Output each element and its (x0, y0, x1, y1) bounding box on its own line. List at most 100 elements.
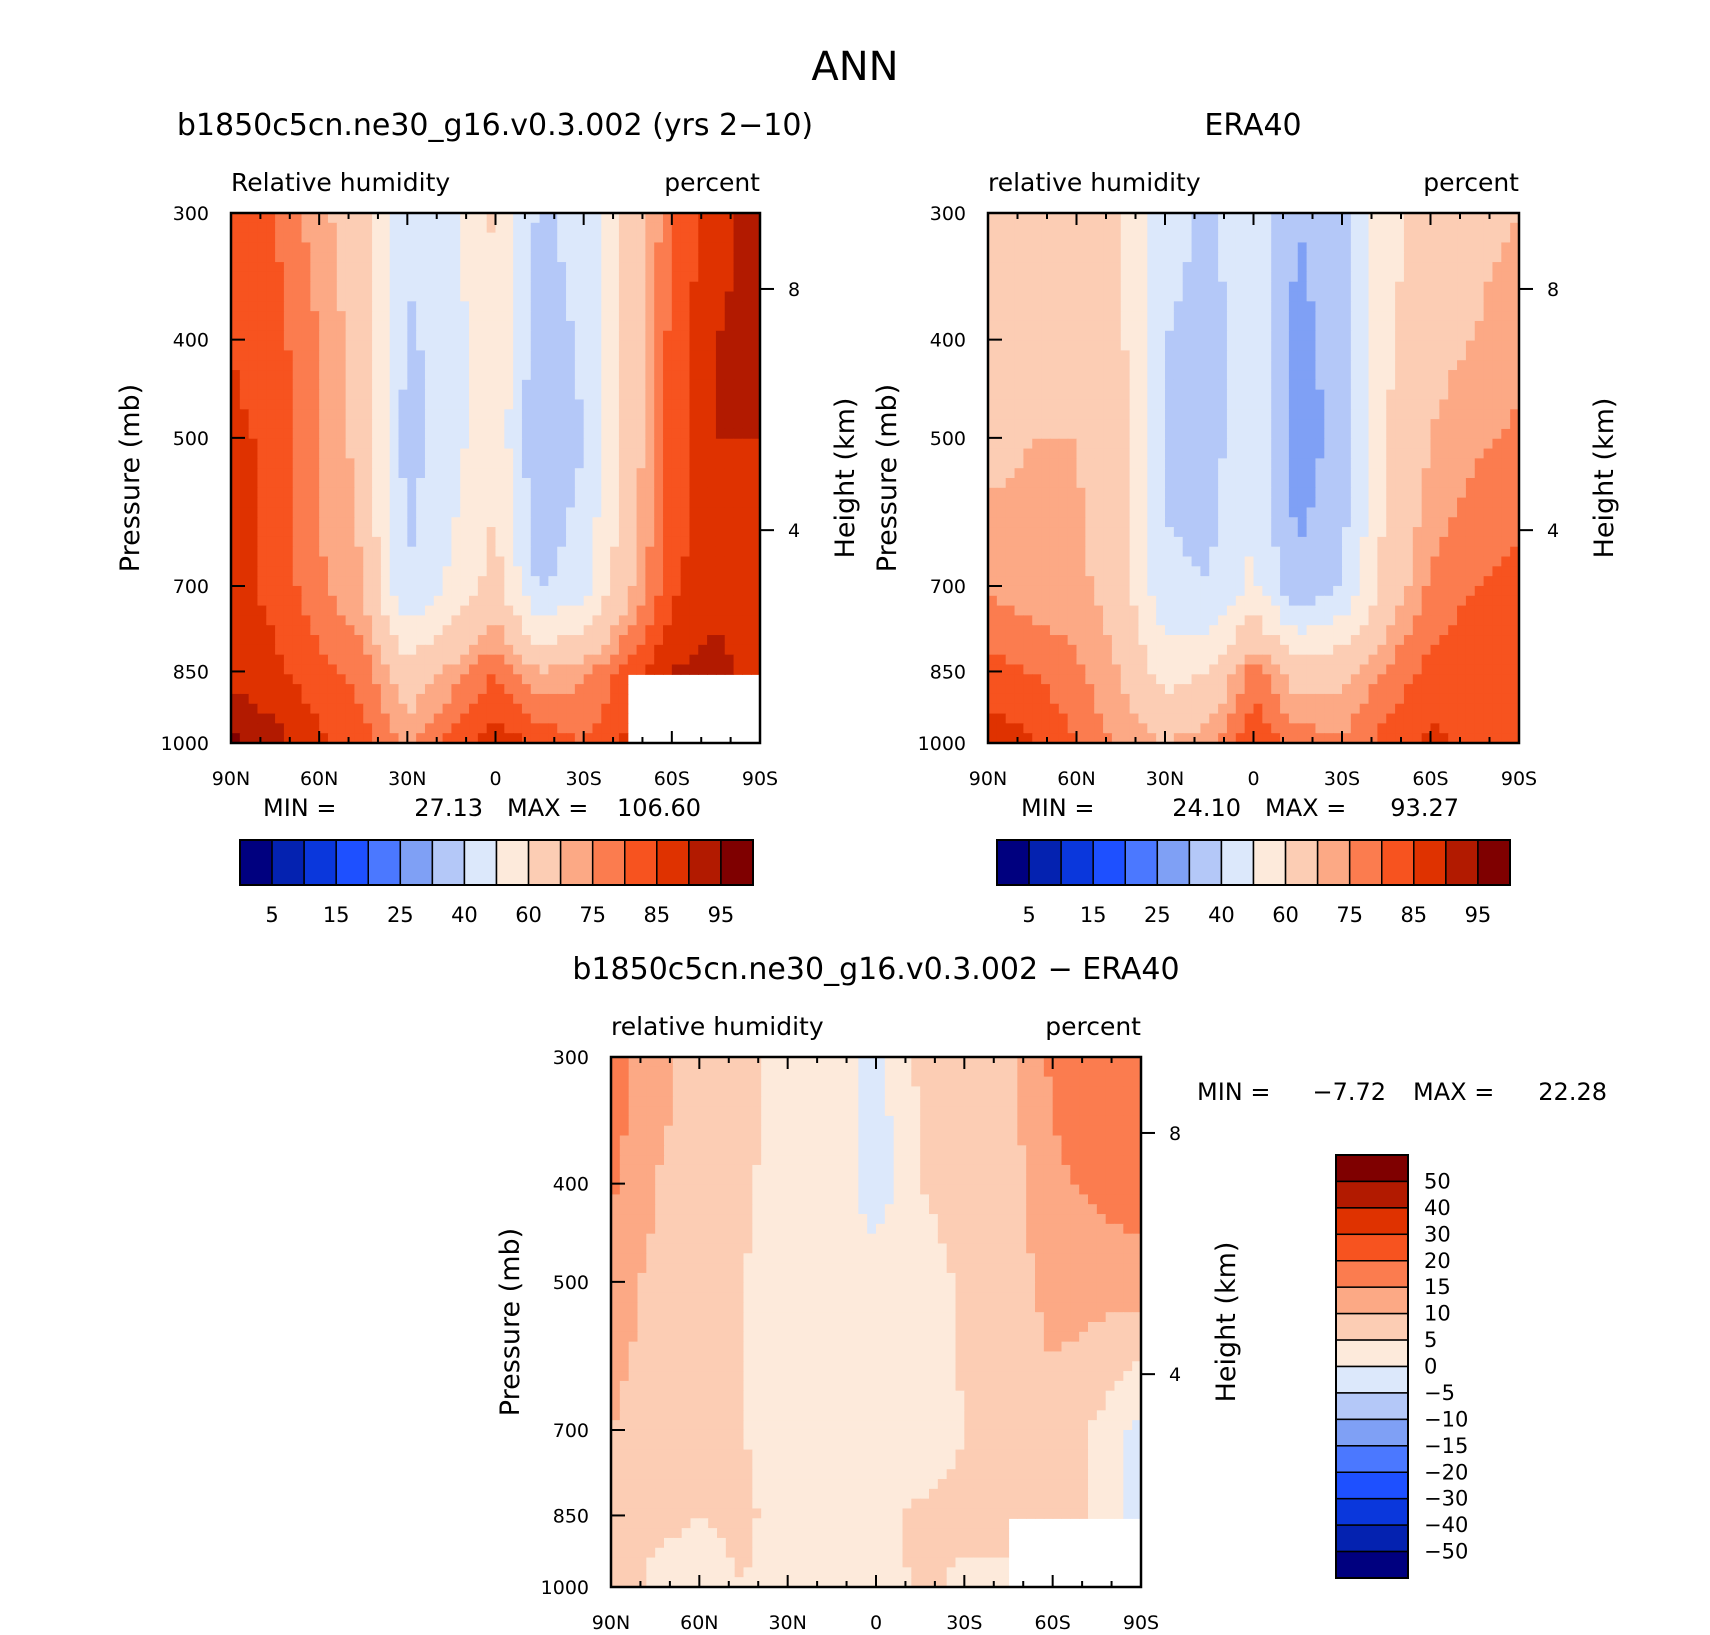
heatmap-cell (1484, 213, 1493, 223)
heatmap-cell (1050, 252, 1059, 262)
heatmap-cell (372, 370, 381, 380)
heatmap-cell (645, 370, 654, 380)
heatmap-cell (522, 292, 531, 302)
heatmap-cell (1050, 449, 1059, 459)
heatmap-cell (1484, 449, 1493, 459)
heatmap-cell (1227, 252, 1236, 262)
heatmap-cell (1059, 350, 1068, 360)
heatmap-cell (1130, 331, 1139, 341)
heatmap-cell (240, 252, 249, 262)
heatmap-cell (1448, 409, 1457, 419)
heatmap-cell (1307, 292, 1316, 302)
heatmap-cell (346, 458, 355, 468)
heatmap-cell (1484, 488, 1493, 498)
heatmap-cell (478, 439, 487, 449)
heatmap-cell (399, 233, 408, 243)
heatmap-cell (1333, 301, 1342, 311)
heatmap-cell (1404, 478, 1413, 488)
heatmap-cell (1307, 488, 1316, 498)
heatmap-cell (637, 399, 646, 409)
heatmap-cell (249, 350, 258, 360)
heatmap-cell (1245, 321, 1254, 331)
heatmap-cell (601, 331, 610, 341)
heatmap-cell (363, 321, 372, 331)
heatmap-cell (504, 478, 513, 488)
heatmap-cell (716, 350, 725, 360)
heatmap-cell (1448, 341, 1457, 351)
heatmap-cell (663, 272, 672, 282)
heatmap-cell (742, 547, 751, 557)
heatmap-cell (1218, 429, 1227, 439)
heatmap-cell (1369, 341, 1378, 351)
heatmap-cell (1298, 478, 1307, 488)
heatmap-cell (354, 409, 363, 419)
heatmap-cell (1041, 223, 1050, 233)
heatmap-cell (637, 429, 646, 439)
heatmap-cell (363, 242, 372, 252)
heatmap-cell (1369, 301, 1378, 311)
heatmap-cell (681, 606, 690, 616)
heatmap-cell (328, 615, 337, 625)
heatmap-cell (469, 429, 478, 439)
heatmap-cell (1307, 223, 1316, 233)
heatmap-cell (1121, 223, 1130, 233)
heatmap-cell (451, 449, 460, 459)
heatmap-cell (390, 478, 399, 488)
heatmap-cell (310, 566, 319, 576)
heatmap-cell (407, 252, 416, 262)
heatmap-cell (531, 557, 540, 567)
heatmap-cell (434, 282, 443, 292)
heatmap-cell (997, 370, 1006, 380)
heatmap-cell (1280, 468, 1289, 478)
heatmap-cell (1165, 468, 1174, 478)
heatmap-cell (601, 439, 610, 449)
heatmap-cell (504, 262, 513, 272)
heatmap-cell (997, 311, 1006, 321)
heatmap-cell (1404, 409, 1413, 419)
heatmap-cell (681, 341, 690, 351)
heatmap-cell (698, 272, 707, 282)
heatmap-cell (557, 360, 566, 370)
heatmap-cell (689, 655, 698, 665)
heatmap-cell (469, 488, 478, 498)
heatmap-cell (681, 664, 690, 674)
heatmap-cell (443, 301, 452, 311)
heatmap-cell (1413, 213, 1422, 223)
heatmap-cell (1404, 468, 1413, 478)
heatmap-cell (637, 498, 646, 508)
heatmap-cell (487, 409, 496, 419)
heatmap-cell (346, 341, 355, 351)
heatmap-cell (637, 252, 646, 262)
heatmap-cell (698, 429, 707, 439)
heatmap-cell (1351, 242, 1360, 252)
heatmap-cell (1236, 341, 1245, 351)
heatmap-cell (425, 252, 434, 262)
heatmap-cell (1183, 252, 1192, 262)
heatmap-cell (504, 223, 513, 233)
heatmap-cell (601, 527, 610, 537)
heatmap-cell (1023, 419, 1032, 429)
heatmap-cell (689, 292, 698, 302)
heatmap-cell (716, 615, 725, 625)
heatmap-cell (1475, 223, 1484, 233)
heatmap-cell (1218, 449, 1227, 459)
heatmap-cell (249, 635, 258, 645)
heatmap-cell (557, 242, 566, 252)
heatmap-cell (407, 449, 416, 459)
heatmap-cell (407, 596, 416, 606)
heatmap-cell (540, 321, 549, 331)
heatmap-cell (240, 242, 249, 252)
heatmap-cell (637, 292, 646, 302)
heatmap-cell (1439, 380, 1448, 390)
heatmap-cell (434, 547, 443, 557)
heatmap-cell (698, 547, 707, 557)
heatmap-cell (1085, 242, 1094, 252)
heatmap-cell (1209, 242, 1218, 252)
heatmap-cell (1103, 439, 1112, 449)
heatmap-cell (1404, 419, 1413, 429)
heatmap-cell (354, 547, 363, 557)
heatmap-cell (513, 341, 522, 351)
heatmap-cell (293, 547, 302, 557)
heatmap-cell (275, 252, 284, 262)
heatmap-cell (231, 557, 240, 567)
